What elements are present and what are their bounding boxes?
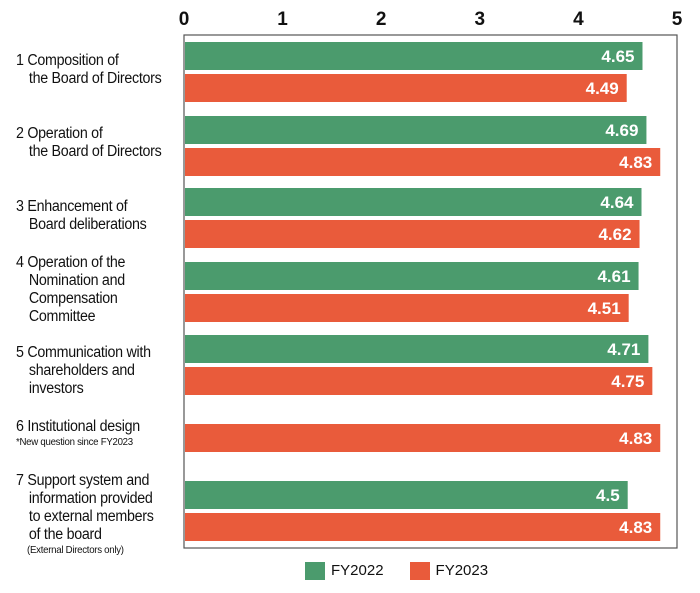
category-label-line: to external members [28, 508, 154, 525]
bar-fy2023 [185, 74, 627, 102]
legend-label: FY2022 [331, 562, 384, 579]
bar-fy2022 [185, 42, 643, 70]
bar-fy2023 [185, 148, 661, 176]
bar-fy2023 [185, 424, 661, 452]
data-label: 4.71 [607, 340, 640, 359]
legend-label: FY2023 [435, 562, 489, 579]
x-tick-label: 2 [376, 9, 387, 30]
category-label-line: 1 Composition of [16, 52, 119, 69]
category-note: *New question since FY2023 [16, 436, 133, 448]
category-label-line: information provided [28, 490, 153, 507]
category-label-line: 6 Institutional design [16, 418, 140, 435]
category-label: 7 Support system and information provided… [16, 472, 154, 557]
legend-item-fy2023: FY2023 [409, 562, 489, 581]
plot-frame [183, 34, 678, 549]
x-tick-label: 0 [179, 9, 190, 30]
data-label: 4.75 [611, 372, 644, 391]
category-label-line: 7 Support system and [16, 472, 150, 489]
bar-fy2023 [185, 513, 661, 541]
bar-fy2022 [185, 481, 628, 509]
legend-swatch [305, 562, 325, 581]
data-label: 4.62 [598, 225, 631, 244]
data-label: 4.65 [601, 47, 634, 66]
category-label-line: Committee [28, 308, 96, 325]
data-label: 4.5 [596, 486, 620, 505]
data-label: 4.83 [619, 429, 652, 448]
category-label: 5 Communication with shareholders and inve… [16, 344, 151, 398]
bar-fy2022 [185, 188, 642, 216]
data-label: 4.83 [619, 153, 652, 172]
category-label-line: investors [28, 380, 84, 397]
category-note: (External Directors only) [27, 544, 124, 556]
bar-fy2022 [185, 116, 647, 144]
category-label: 3 Enhancement of Board deliberations [16, 198, 147, 234]
category-label-line: 2 Operation of [16, 125, 103, 142]
category-label: 4 Operation of the Nomination and Compensa… [16, 254, 125, 326]
data-label: 4.51 [588, 299, 621, 318]
bar-fy2022 [185, 262, 639, 290]
data-label: 4.69 [605, 121, 638, 140]
category-label-line: 5 Communication with [16, 344, 151, 361]
x-tick-label: 1 [277, 9, 288, 30]
bar-fy2023 [185, 367, 653, 395]
x-tick-label: 4 [573, 9, 584, 30]
category-label-line: Nomination and [28, 272, 125, 289]
data-label: 4.49 [586, 79, 619, 98]
bar-fy2023 [185, 294, 629, 322]
category-label-line: the Board of Directors [28, 70, 162, 87]
x-tick-label: 3 [475, 9, 486, 30]
category-label-line: Compensation [28, 290, 118, 307]
legend: FY2022 FY2023 [305, 562, 489, 581]
category-label: 1 Composition of the Board of Directors [16, 52, 162, 88]
legend-item-fy2022: FY2022 [305, 562, 384, 581]
category-label-line: the Board of Directors [28, 143, 162, 160]
bar-fy2023 [185, 220, 640, 248]
data-label: 4.64 [600, 193, 634, 212]
category-label-line: Board deliberations [28, 216, 147, 233]
data-label: 4.61 [597, 267, 630, 286]
category-label-line: 4 Operation of the [16, 254, 126, 271]
x-tick-label: 5 [672, 9, 683, 30]
category-label-line: shareholders and [28, 362, 135, 379]
legend-swatch [409, 562, 430, 581]
category-label: 2 Operation of the Board of Directors [16, 125, 162, 161]
data-label: 4.83 [619, 518, 652, 537]
category-label: 6 Institutional design *New question sinc… [16, 418, 140, 449]
category-label-line: of the board [28, 526, 102, 543]
bar-fy2022 [185, 335, 649, 363]
category-label-line: 3 Enhancement of [16, 198, 128, 215]
